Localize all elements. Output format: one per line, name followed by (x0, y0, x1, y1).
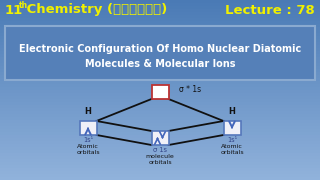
Text: orbitals: orbitals (220, 150, 244, 156)
Bar (151, 131, 169, 145)
Text: orbitals: orbitals (148, 159, 172, 165)
Bar (151, 85, 169, 99)
Text: 1s¹: 1s¹ (83, 137, 93, 143)
Text: Atomic: Atomic (221, 145, 243, 150)
Text: Lecture : 78: Lecture : 78 (225, 3, 315, 17)
Text: σ * 1s: σ * 1s (180, 86, 202, 94)
Text: orbitals: orbitals (76, 150, 100, 156)
Text: Atomic: Atomic (77, 145, 99, 150)
Text: σ 1s: σ 1s (153, 147, 167, 153)
Text: 1s¹: 1s¹ (227, 137, 237, 143)
Text: H: H (84, 107, 92, 116)
Text: Chemistry (हिन्दी): Chemistry (हिन्दी) (22, 3, 167, 17)
Bar (79, 121, 97, 135)
Text: Molecules & Molecular Ions: Molecules & Molecular Ions (85, 59, 235, 69)
Text: molecule: molecule (146, 154, 174, 159)
Text: th: th (19, 1, 28, 10)
Bar (5, 26, 315, 80)
Text: H: H (228, 107, 236, 116)
Bar (223, 121, 241, 135)
Text: Electronic Configuration Of Homo Nuclear Diatomic: Electronic Configuration Of Homo Nuclear… (19, 44, 301, 54)
Text: 11: 11 (5, 3, 23, 17)
